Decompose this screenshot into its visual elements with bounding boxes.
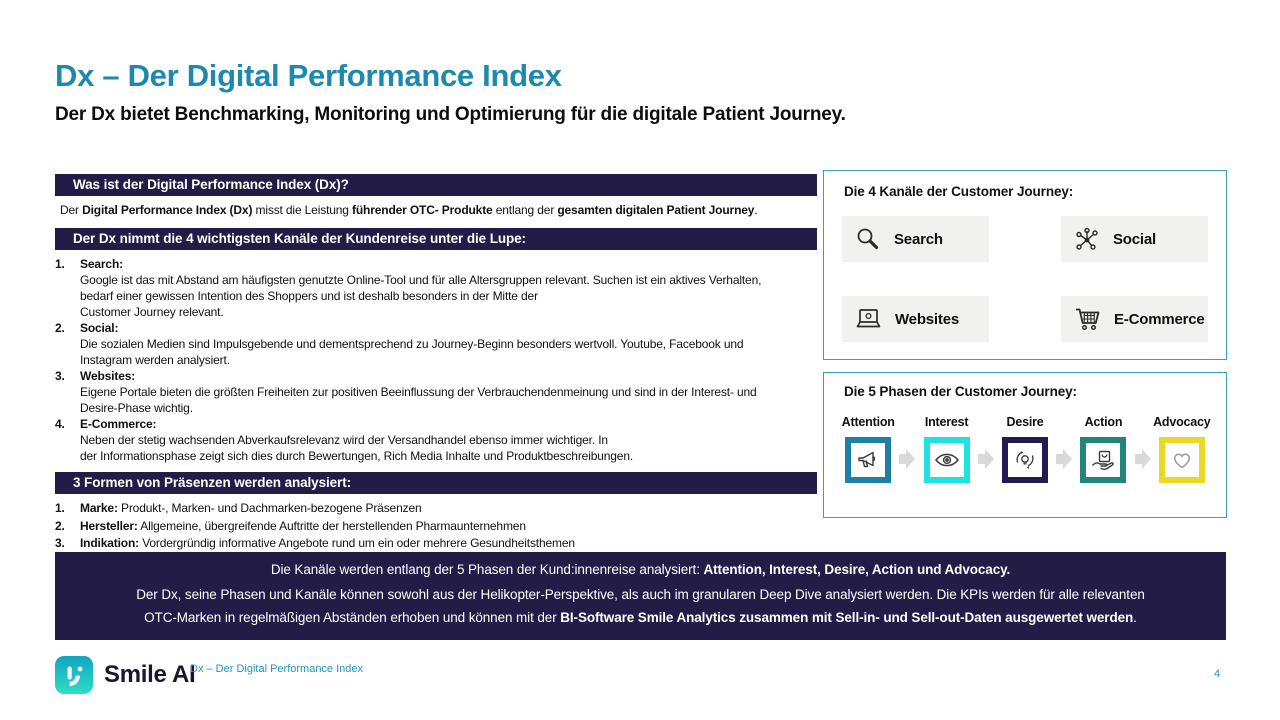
phase-action: Action (1072, 415, 1134, 483)
list-item-title: Websites: (80, 369, 136, 383)
list-item-body: Die sozialen Medien sind Impulsgebende u… (80, 337, 744, 367)
tile-search: Search (842, 216, 989, 262)
list-item-title: Social: (80, 321, 119, 335)
summary-banner: Die Kanäle werden entlang der 5 Phasen d… (55, 552, 1226, 640)
list-item-text: Indikation: Vordergründig informative An… (80, 536, 575, 550)
phase-box (845, 437, 892, 483)
phase-box (923, 437, 970, 483)
list-number: 4. (55, 417, 65, 431)
list-number: 1. (55, 501, 65, 515)
list-item-search: 1. Search: Google ist das mit Abstand am… (55, 256, 820, 320)
social-icon (1076, 227, 1098, 250)
list-item-ecommerce: 4. E-Commerce: Neben der stetig wachsend… (55, 416, 820, 464)
page-subtitle: Der Dx bietet Benchmarking, Monitoring u… (55, 104, 846, 125)
list-item-websites: 3. Websites: Eigene Portale bieten die g… (55, 368, 820, 416)
section-header-3-forms: 3 Formen von Präsenzen werden analysiert… (55, 472, 817, 494)
list-number: 2. (55, 518, 65, 533)
page-title: Dx – Der Digital Performance Index (55, 58, 562, 93)
page-number: 4 (1214, 668, 1221, 680)
brand-name: Smile AI (104, 661, 196, 688)
arrow-right-icon (977, 449, 994, 469)
phase-label: Advocacy (1153, 415, 1211, 429)
channel-list: 1. Search: Google ist das mit Abstand am… (55, 256, 820, 464)
search-icon (857, 228, 879, 250)
intro-paragraph: Der Digital Performance Index (Dx) misst… (60, 203, 758, 217)
websites-icon (856, 309, 881, 328)
phase-label: Action (1084, 415, 1123, 429)
list-item-social: 2. Social: Die sozialen Medien sind Impu… (55, 320, 820, 368)
phase-desire: Desire (994, 415, 1056, 483)
list-item-title: E-Commerce: (80, 417, 157, 431)
phase-label: Interest (924, 415, 969, 429)
list-item-hersteller: 2. Hersteller: Allgemeine, übergreifende… (55, 518, 820, 536)
tile-websites: Websites (842, 296, 989, 342)
forms-list: 1. Marke: Produkt-, Marken- und Dachmark… (55, 500, 820, 553)
phase-box (1158, 437, 1205, 483)
tile-label: Social (1113, 230, 1156, 248)
phase-label: Desire (1006, 415, 1044, 429)
banner-line-2: Der Dx, seine Phasen und Kanäle können s… (136, 587, 1145, 625)
smile-ai-logo-glyph (67, 666, 83, 687)
list-number: 3. (55, 369, 65, 383)
ecommerce-icon (1076, 308, 1100, 331)
arrow-right-icon (899, 449, 916, 469)
heart-icon (1173, 453, 1190, 469)
list-item-body: Neben der stetig wachsenden Abverkaufsre… (80, 433, 634, 463)
tile-label: Search (894, 230, 943, 248)
list-item-text: Marke: Produkt-, Marken- und Dachmarken-… (80, 501, 422, 515)
phase-interest: Interest (915, 415, 977, 483)
list-item-body: Eigene Portale bieten die größten Freihe… (80, 385, 757, 415)
banner-line-1: Die Kanäle werden entlang der 5 Phasen d… (270, 562, 1011, 577)
list-item-title: Search: (80, 257, 123, 271)
section-header-what-is-dx: Was ist der Digital Performance Index (D… (55, 174, 817, 196)
section-header-4-channels: Der Dx nimmt die 4 wichtigsten Kanäle de… (55, 228, 817, 250)
purchase-hand-icon (1092, 450, 1115, 470)
footer-doc-title: Dx – Der Digital Performance Index (190, 663, 364, 675)
eye-icon (934, 453, 959, 467)
channel-tile-grid: Search Social Websites (842, 216, 1208, 342)
list-item-body: Google ist das mit Abstand am häufigsten… (80, 273, 762, 319)
smile-ai-logo (55, 656, 93, 694)
phase-advocacy: Advocacy (1151, 415, 1213, 483)
list-number: 2. (55, 321, 65, 335)
phases-row: Attention Interest (837, 415, 1213, 483)
phase-attention: Attention (837, 415, 899, 483)
tile-label: Websites (895, 310, 959, 328)
list-item-marke: 1. Marke: Produkt-, Marken- und Dachmark… (55, 500, 820, 518)
arrow-right-icon (1056, 449, 1073, 469)
channels-panel: Die 4 Kanäle der Customer Journey: Searc… (823, 170, 1227, 360)
phase-box (1080, 437, 1127, 483)
list-number: 3. (55, 536, 65, 550)
list-item-text: Hersteller: Allgemeine, übergreifende Au… (80, 518, 526, 533)
phase-label: Attention (841, 415, 895, 429)
tile-label: E-Commerce (1114, 310, 1205, 328)
phases-panel-title: Die 5 Phasen der Customer Journey: (844, 384, 1077, 399)
tile-social: Social (1061, 216, 1208, 262)
channels-panel-title: Die 4 Kanäle der Customer Journey: (844, 184, 1074, 199)
idea-cycle-icon (1016, 451, 1034, 469)
list-number: 1. (55, 257, 65, 271)
arrow-right-icon (1134, 449, 1151, 469)
megaphone-icon (858, 451, 876, 468)
tile-ecommerce: E-Commerce (1061, 296, 1208, 342)
phases-panel: Die 5 Phasen der Customer Journey: Atten… (823, 372, 1227, 518)
list-item-indikation: 3. Indikation: Vordergründig informative… (55, 535, 820, 553)
phase-box (1002, 437, 1049, 483)
